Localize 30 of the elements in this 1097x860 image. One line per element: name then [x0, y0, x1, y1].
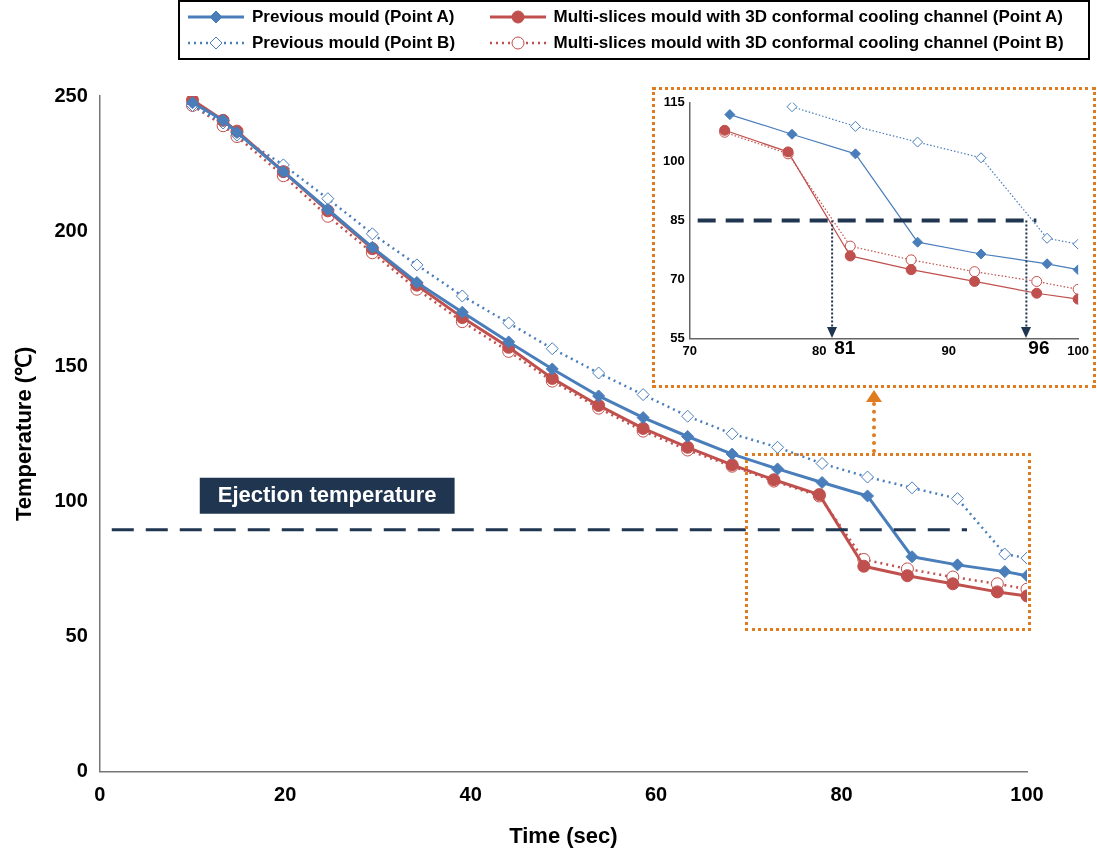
y-tick-label: 100	[54, 488, 88, 511]
ref-line-label: 81	[834, 337, 856, 359]
y-tick-label: 55	[670, 329, 685, 345]
y-tick-label: 150	[54, 353, 88, 376]
x-tick-label: 70	[682, 342, 697, 358]
x-tick-label: 60	[644, 783, 668, 806]
x-tick-label: 90	[941, 342, 956, 358]
ref-line-label: Ejection temperature	[217, 481, 437, 507]
legend-label: Multi-slices mould with 3D conformal cooling channel (Point B)	[553, 33, 1064, 53]
x-tick-label: 80	[811, 342, 827, 358]
y-tick-label: 50	[65, 624, 88, 646]
y-tick-label: 70	[670, 271, 685, 287]
y-tick-label: 115	[663, 94, 685, 110]
x-tick-label: 100	[1010, 783, 1044, 806]
legend-label: Previous mould (Point A)	[252, 7, 455, 27]
y-tick-label: 100	[662, 153, 685, 169]
x-axis-title: Time (sec)	[509, 822, 618, 848]
x-tick-label: 40	[459, 783, 482, 806]
x-tick-label: 0	[94, 783, 106, 806]
y-tick-label: 0	[76, 759, 88, 782]
y-axis-title: Temperature (℃)	[11, 346, 37, 521]
ref-line-label: 96	[1028, 337, 1050, 359]
legend-label: Previous mould (Point B)	[252, 33, 456, 53]
y-tick-label: 200	[54, 218, 88, 241]
y-tick-label: 85	[670, 212, 685, 228]
x-tick-label: 80	[830, 783, 853, 806]
x-tick-label: 20	[274, 783, 297, 806]
x-tick-label: 100	[1067, 342, 1090, 358]
y-tick-label: 250	[54, 83, 88, 106]
legend-label: Multi-slices mould with 3D conformal cooling channel (Point A)	[553, 7, 1063, 27]
